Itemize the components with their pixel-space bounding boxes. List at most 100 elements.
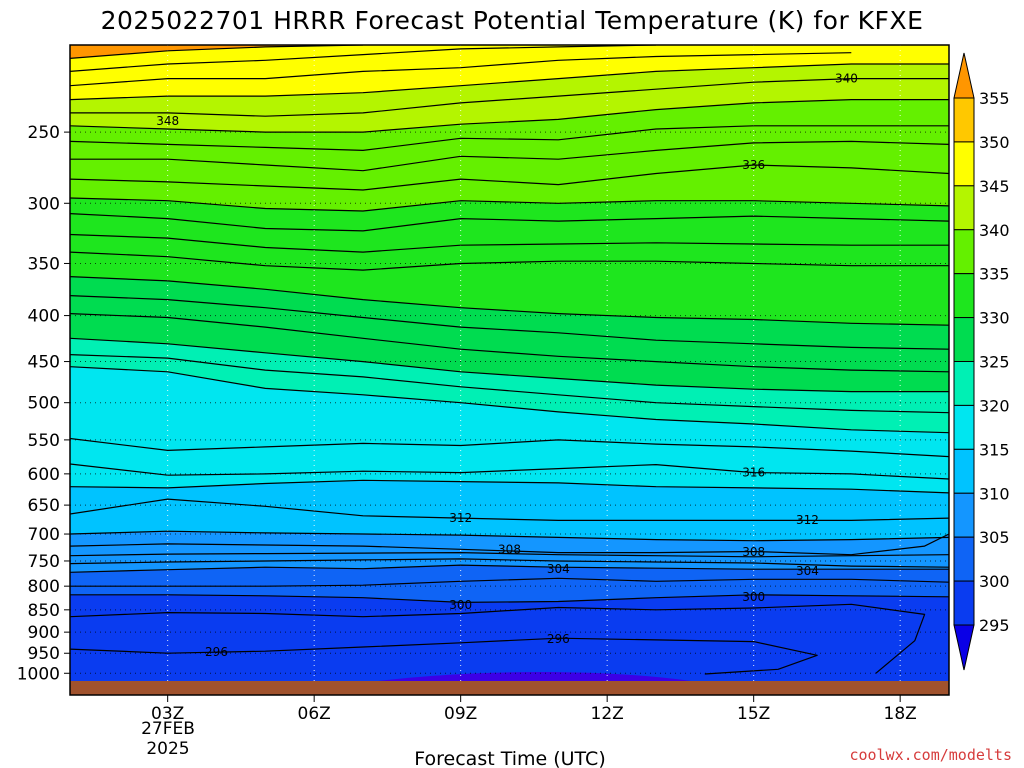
colorbar-label: 335 <box>979 265 1010 284</box>
contour-lines <box>70 45 949 675</box>
y-tick-label: 300 <box>28 194 60 214</box>
colorbar-box <box>953 536 975 582</box>
contour-line-333 <box>70 233 949 253</box>
y-tick-label: 550 <box>28 431 60 451</box>
contour-line-300 <box>70 594 949 603</box>
contour-label: 308 <box>742 545 765 559</box>
y-tick-label: 750 <box>28 552 60 572</box>
contour-label: 308 <box>498 542 521 556</box>
colorbar-box <box>953 492 975 538</box>
contour-line-330 <box>70 276 949 326</box>
x-date-year-label: 2025 <box>146 739 189 759</box>
colorbar-box <box>953 404 975 450</box>
x-tick-label: 03Z <box>151 704 184 724</box>
colorbar: 355 350 345 340 335 330 325 320 315 310 305 300 295 <box>953 52 1010 671</box>
colorbar-label: 300 <box>979 572 1010 591</box>
contour-label: 296 <box>205 645 228 659</box>
contour-label: 348 <box>156 114 179 128</box>
contour-line-306 <box>70 558 949 568</box>
contour-line-296 <box>70 637 818 675</box>
y-tick-label: 850 <box>28 601 60 621</box>
contour-label: 340 <box>835 72 858 86</box>
colorbar-label: 340 <box>979 221 1010 240</box>
colorbar-bottom-arrow <box>953 624 975 671</box>
colorbar-box <box>953 361 975 406</box>
contour-label: 300 <box>742 590 765 604</box>
contour-label: 304 <box>547 562 570 576</box>
colorbar-label: 310 <box>979 484 1010 503</box>
colorbar-box <box>953 273 975 319</box>
y-tick-label: 350 <box>28 254 60 274</box>
y-tick-label: 600 <box>28 465 60 485</box>
y-tick-label: 400 <box>28 307 60 327</box>
contour-line-312 <box>70 498 949 521</box>
colorbar-box <box>953 229 975 275</box>
contour-line-350 <box>70 45 364 59</box>
contour-line-334 <box>70 213 949 232</box>
ground-strip <box>70 681 949 695</box>
contour-line-320 <box>70 366 949 434</box>
contour-label: 336 <box>742 158 765 172</box>
grid <box>70 45 949 681</box>
chart-title: 2025022701 HRRR Forecast Potential Tempe… <box>101 6 924 35</box>
fill-band-below-296 <box>70 638 818 681</box>
colorbar-label: 315 <box>979 440 1010 459</box>
contour-line-310 <box>70 530 949 542</box>
contour-line-326 <box>70 313 949 373</box>
x-axis: 03Z 06Z 09Z 12Z 15Z 18Z <box>151 695 917 724</box>
contour-line-336 <box>70 164 949 191</box>
contour-line-318 <box>70 437 949 458</box>
y-tick-label: 950 <box>28 644 60 664</box>
colorbar-box <box>953 580 975 626</box>
x-tick-label: 18Z <box>884 704 917 724</box>
credit-text: coolwx.com/modelts <box>849 746 1012 764</box>
contour-label: 312 <box>449 511 472 525</box>
contour-line-339 <box>70 125 949 151</box>
contour-line-342 <box>70 78 949 117</box>
contour-line-304 <box>70 564 949 573</box>
colorbar-box <box>953 185 975 231</box>
y-tick-label: 250 <box>28 123 60 143</box>
contour-labels: 348 340 336 316 312 312 308 308 304 304 300 300 296 2… <box>156 72 858 659</box>
contour-label: 312 <box>796 513 819 527</box>
colorbar-label: 325 <box>979 353 1010 372</box>
contour-line-307 <box>70 552 949 558</box>
contour-line-344 <box>70 63 949 101</box>
y-tick-label: 1000 <box>17 664 60 684</box>
contour-line-324 <box>70 337 949 393</box>
contour-line-340 <box>70 99 949 133</box>
contour-label: 304 <box>796 564 819 578</box>
colorbar-box <box>953 317 975 363</box>
contour-label: 316 <box>742 466 765 480</box>
colorbar-label: 345 <box>979 177 1010 196</box>
contour-line-322 <box>70 354 949 414</box>
filled-contours <box>70 45 949 681</box>
y-tick-label: 800 <box>28 577 60 597</box>
colorbar-label: 355 <box>979 89 1010 108</box>
x-tick-label: 06Z <box>298 704 331 724</box>
y-tick-label: 650 <box>28 496 60 516</box>
contour-label: 296 <box>547 632 570 646</box>
contour-line-316 <box>70 463 949 480</box>
colorbar-box <box>953 141 975 187</box>
contour-line-298 <box>70 603 926 674</box>
contour-line-335 <box>70 197 949 212</box>
colorbar-label: 305 <box>979 528 1010 547</box>
y-tick-label: 700 <box>28 525 60 545</box>
x-date-day-label: 27FEB <box>141 719 195 739</box>
contour-label: 300 <box>449 598 472 612</box>
x-tick-label: 15Z <box>737 704 770 724</box>
contour-line-332 <box>70 251 949 271</box>
x-tick-label: 09Z <box>444 704 477 724</box>
y-tick-label: 450 <box>28 353 60 373</box>
x-tick-label: 12Z <box>591 704 624 724</box>
colorbar-label: 295 <box>979 616 1010 635</box>
colorbar-label: 330 <box>979 309 1010 328</box>
contour-line-346 <box>70 52 852 87</box>
y-tick-label: 900 <box>28 623 60 643</box>
colorbar-label: 350 <box>979 133 1010 152</box>
x-axis-label: Forecast Time (UTC) <box>414 748 605 768</box>
y-axis: 2503003504004505005506006507007508008509… <box>17 123 70 684</box>
colorbar-box <box>953 97 975 143</box>
